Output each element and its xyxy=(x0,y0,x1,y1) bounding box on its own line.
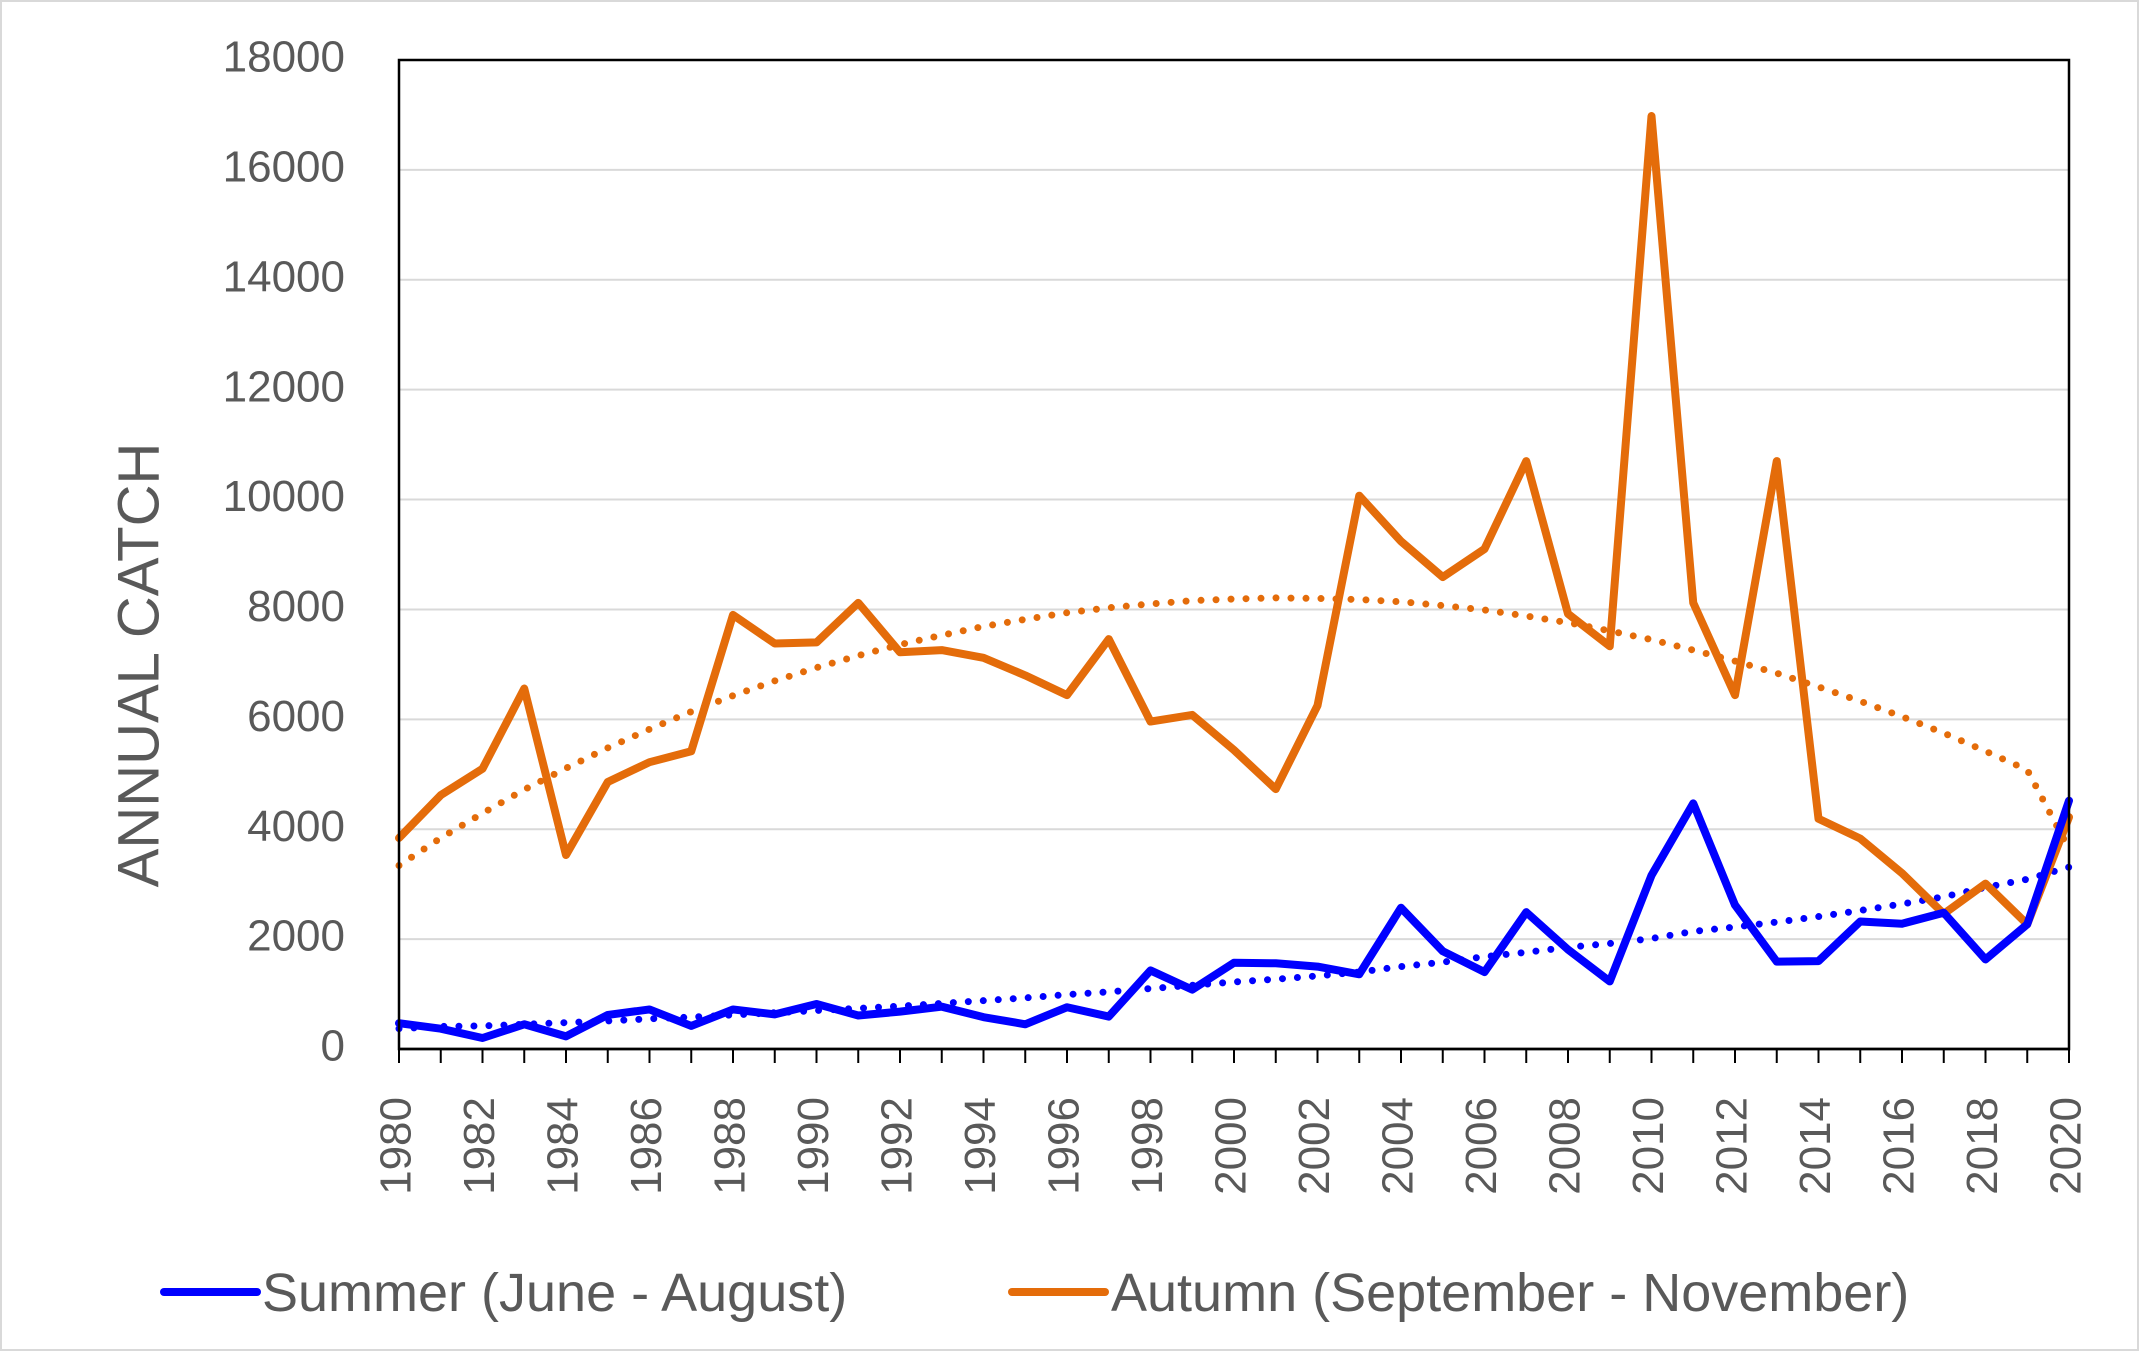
y-axis-title: ANNUAL CATCH xyxy=(106,443,171,888)
summer-trendline xyxy=(395,863,2073,1033)
x-tick-label: 1988 xyxy=(706,1097,755,1195)
x-tick-label: 1986 xyxy=(622,1097,671,1195)
x-tick-label: 1984 xyxy=(539,1097,588,1195)
x-tick-label: 2004 xyxy=(1374,1097,1423,1195)
y-tick-label: 12000 xyxy=(223,362,345,411)
y-tick-label: 18000 xyxy=(223,33,345,82)
x-tick-label: 2012 xyxy=(1708,1097,1757,1195)
y-tick-label: 16000 xyxy=(223,143,345,192)
x-tick-label: 2010 xyxy=(1624,1097,1673,1195)
trend-lines xyxy=(395,594,2073,1033)
y-tick-label: 10000 xyxy=(223,472,345,521)
x-tick-label: 2020 xyxy=(2042,1097,2091,1195)
y-tick-label: 2000 xyxy=(247,912,345,961)
x-tick-label: 1992 xyxy=(873,1097,922,1195)
legend-autumn-label: Autumn (September - November) xyxy=(1111,1263,1909,1323)
x-tick-label: 2016 xyxy=(1875,1097,1924,1195)
y-tick-label: 8000 xyxy=(247,582,345,631)
x-tick-label: 2000 xyxy=(1207,1097,1256,1195)
legend-summer-label: Summer (June - August) xyxy=(262,1263,847,1323)
plot-frame xyxy=(397,58,2071,1051)
x-tick-label: 1998 xyxy=(1123,1097,1172,1195)
summer-series-line xyxy=(395,796,2073,1043)
y-tick-label: 4000 xyxy=(247,802,345,851)
x-tick-label: 2018 xyxy=(1958,1097,2007,1195)
autumn-trendline xyxy=(395,594,2073,869)
x-tick-label: 1994 xyxy=(956,1097,1005,1195)
x-tick-label: 1982 xyxy=(455,1097,504,1195)
x-tick-label: 1980 xyxy=(372,1097,421,1195)
y-tick-label: 0 xyxy=(321,1022,345,1071)
x-tick-label: 2014 xyxy=(1791,1097,1840,1195)
y-tick-label: 6000 xyxy=(247,692,345,741)
legend: Summer (June - August) Autumn (September… xyxy=(160,1263,1909,1323)
x-tick-label: 2008 xyxy=(1541,1097,1590,1195)
y-tick-label: 14000 xyxy=(223,252,345,301)
series-lines xyxy=(395,112,2073,1043)
axes: 0 2000 4000 6000 8000 10000 12000 14000 16000 180… xyxy=(223,33,2091,1195)
autumn-series-line xyxy=(395,112,2073,929)
x-tick-label: 1990 xyxy=(789,1097,838,1195)
x-tick-label: 2002 xyxy=(1290,1097,1339,1195)
x-tick-label: 1996 xyxy=(1040,1097,1089,1195)
x-tick-label: 2006 xyxy=(1457,1097,1506,1195)
